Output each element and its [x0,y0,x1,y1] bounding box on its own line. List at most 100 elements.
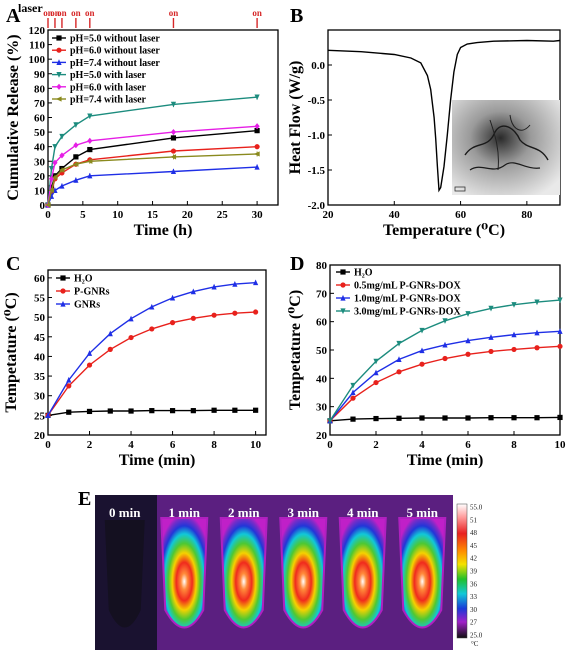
legend-marker [60,300,66,307]
thermal-tube [160,517,209,629]
y-tick-label: 30 [34,156,46,168]
data-point [511,415,517,421]
data-point [170,135,177,141]
data-point [557,343,563,349]
chart-panel-c: 0 2 4 6 8 10 20 25 30 35 40 45 50 55 60 Time (min) Tempe… [3,269,267,469]
data-point [442,415,448,421]
x-tick-label: 10 [555,439,567,451]
thermal-tube [338,517,387,629]
data-point [557,328,563,334]
panel-label-c: C [6,253,20,275]
data-point [396,340,402,347]
data-point [107,330,113,337]
legend-label: pH=7.4 with laser [70,95,147,106]
laser-on-label: on [57,8,67,18]
panel-label-a: A [6,5,21,27]
data-point [254,94,260,101]
data-point [373,415,379,422]
colorbar-unit: °C [471,640,479,648]
y-tick-label: -2.0 [308,200,326,212]
data-point [169,294,176,301]
data-point [107,346,113,352]
data-point [87,137,93,144]
series-line [47,153,258,206]
thermal-time-label: 2 min [228,505,260,520]
series-line [47,125,258,206]
thermal-time-label: 0 min [109,505,141,520]
colorbar: 55.0 51 48 45 42 39 36 33 30 27 25.0 °C [456,504,483,648]
x-tick-label: 30 [252,209,264,221]
data-point [66,409,72,415]
plot-frame [47,269,267,436]
laser-on-label: on [169,8,179,18]
panel-label-b: B [290,5,303,27]
data-point [254,144,260,150]
y-tick-label: 55 [34,293,46,305]
data-point [170,154,177,160]
colorbar-tick-label: 30 [470,606,478,614]
data-point [87,172,93,179]
data-point [253,309,259,315]
x-axis-title: Temperature (⁰C) [383,222,505,239]
data-point [465,311,471,317]
data-point [488,334,494,340]
y-tick-label: 50 [34,127,46,139]
y-tick-label: 60 [34,273,46,285]
data-point [465,415,471,421]
legend-label: GNRs [74,300,100,311]
data-point [48,187,55,194]
data-point [232,407,238,413]
data-point [253,279,259,286]
x-tick-label: 10 [250,439,262,451]
colorbar-tick-label: 45 [470,542,478,550]
data-point [488,348,494,355]
data-point [211,312,217,318]
data-point [350,395,356,401]
data-point [66,376,72,383]
data-point [419,361,425,367]
y-tick-label: 40 [316,373,328,385]
legend-marker [340,269,346,275]
laser-on-label: on [50,8,60,18]
data-point [48,184,55,191]
data-point [534,345,540,351]
thermal-time-label: 4 min [347,505,379,520]
data-point [253,407,259,413]
y-tick-label: 70 [34,98,46,110]
series-line [327,39,561,193]
thermal-image-strip: 0 min 1 min 2 min 3 min 4 min 5 min [95,495,453,650]
x-tick-label: 10 [112,209,124,221]
y-axis-title: Tempetature (⁰C) [287,290,304,410]
y-tick-label: 80 [34,83,46,95]
data-point [327,418,333,424]
data-point [59,152,65,159]
legend-label: pH=5.0 with laser [70,70,147,81]
y-tick-label: 110 [29,40,45,52]
data-point [534,299,540,306]
y-tick-label: 45 [34,332,46,344]
data-point [128,315,134,322]
colorbar-tick-label: 36 [470,580,478,588]
x-tick-label: 0 [45,439,51,451]
y-tick-label: 30 [316,402,328,414]
data-point [253,151,260,157]
thermal-tube [279,517,328,629]
data-point [86,350,93,356]
data-point [211,407,217,413]
y-axis-title: Tempetature (⁰C) [3,292,20,412]
x-tick-label: 8 [511,439,517,451]
thermal-time-label: 1 min [169,505,201,520]
x-tick-label: 40 [389,209,401,221]
chart-panel-b: 20 40 60 80 0.0 -0.5 -1.0 -1.5 -2.0 Temperature (… [287,29,561,239]
data-point [170,168,177,175]
data-point [442,355,448,362]
chart-panel-a: 0 5 10 15 20 25 30 0 10 20 30 40 50 60 70 80 90 100 110 120… [5,25,279,239]
data-point [170,148,177,154]
data-point [396,415,402,421]
data-point [373,379,379,386]
y-tick-label: 35 [34,371,46,383]
data-point [350,382,356,389]
tem-inset-image [452,100,560,195]
colorbar-tick-label: 48 [470,529,478,537]
y-tick-label: 40 [34,351,46,363]
